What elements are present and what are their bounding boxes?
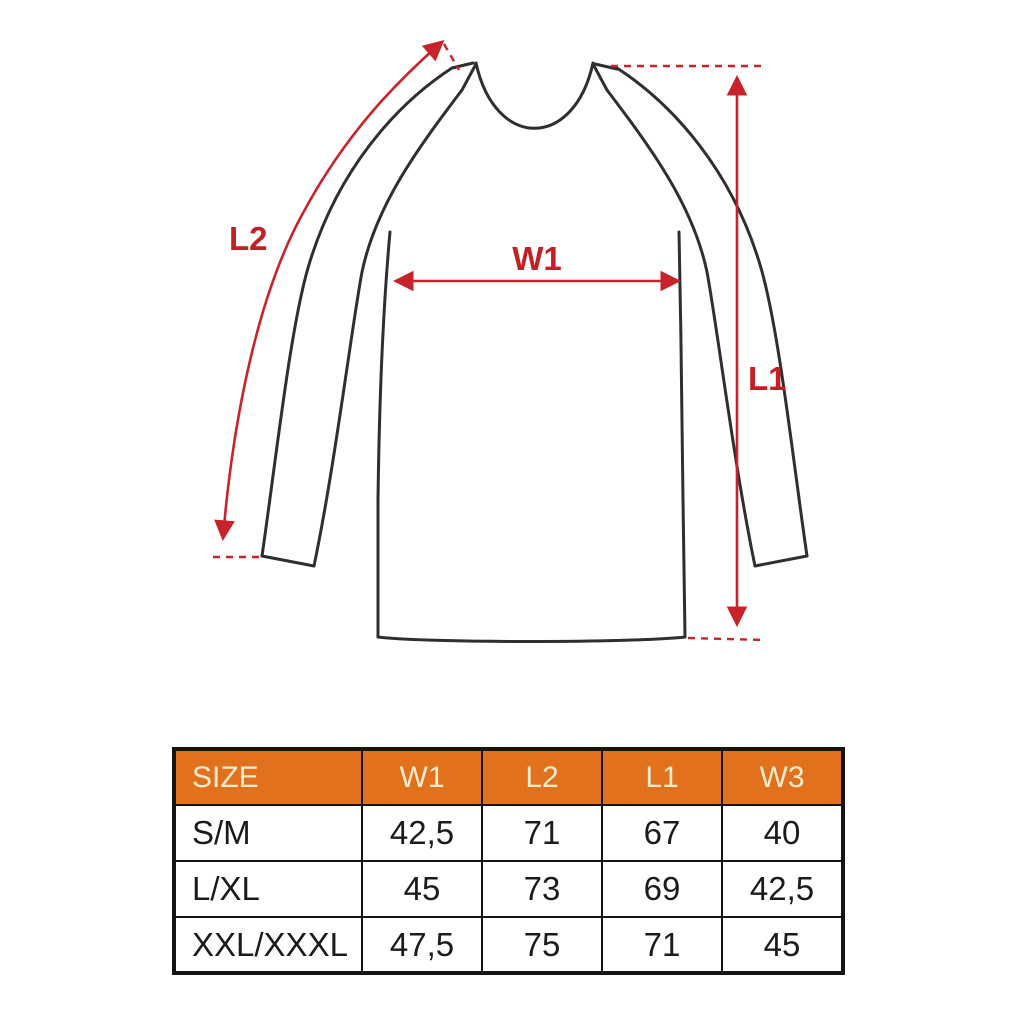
header-size: SIZE [173, 748, 363, 806]
left-cuff [260, 554, 316, 568]
w3-cell: 42,5 [721, 860, 844, 918]
l2-cell: 71 [481, 804, 603, 862]
header-w1: W1 [361, 748, 483, 806]
w1-cell: 45 [361, 860, 483, 918]
size-cell: XXL/XXXL [173, 916, 363, 974]
right-shoulder-edge [593, 62, 619, 71]
table-row: XXL/XXXL 47,5 75 71 45 [173, 916, 844, 974]
shirt-measurement-diagram: L2 W1 L1 [213, 39, 809, 643]
right-body-edge [677, 230, 687, 639]
left-body-edge [376, 230, 392, 639]
chest-width-label: W1 [512, 240, 562, 277]
header-row: SIZE W1 L2 L1 W3 [173, 748, 844, 806]
body-length-label: L1 [748, 360, 787, 397]
header-w3: W3 [721, 748, 844, 806]
right-neck-notch [591, 62, 609, 92]
sleeve-length-arrow [214, 39, 445, 542]
l2-cell: 73 [481, 860, 603, 918]
l2-cell: 75 [481, 916, 603, 974]
size-table: SIZE W1 L2 L1 W3 S/M 42,5 71 67 40 L/XL … [172, 747, 845, 975]
neckline [474, 61, 595, 130]
w1-cell: 42,5 [361, 804, 483, 862]
left-shoulder-edge [450, 61, 475, 70]
left-neck-notch [460, 62, 478, 92]
table-row: S/M 42,5 71 67 40 [173, 804, 844, 862]
size-cell: L/XL [173, 860, 363, 918]
l1-cell: 67 [601, 804, 723, 862]
l1-cell: 71 [601, 916, 723, 974]
right-sleeve-outer-edge [615, 66, 809, 558]
header-l2: L2 [481, 748, 603, 806]
dashed-ref-top-left [442, 43, 461, 71]
dashed-ref-bottom-right [687, 636, 767, 642]
size-table-header: SIZE W1 L2 L1 W3 [173, 748, 844, 806]
bottom-hem [376, 635, 687, 643]
size-cell: S/M [173, 804, 363, 862]
sleeve-length-label: L2 [229, 220, 268, 257]
w3-cell: 40 [721, 804, 844, 862]
left-sleeve-inner-seam [312, 88, 464, 568]
w3-cell: 45 [721, 916, 844, 974]
table-row: L/XL 45 73 69 42,5 [173, 860, 844, 918]
w1-cell: 47,5 [361, 916, 483, 974]
l1-cell: 69 [601, 860, 723, 918]
header-l1: L1 [601, 748, 723, 806]
right-cuff [753, 554, 809, 568]
measurement-annotations [213, 39, 767, 642]
